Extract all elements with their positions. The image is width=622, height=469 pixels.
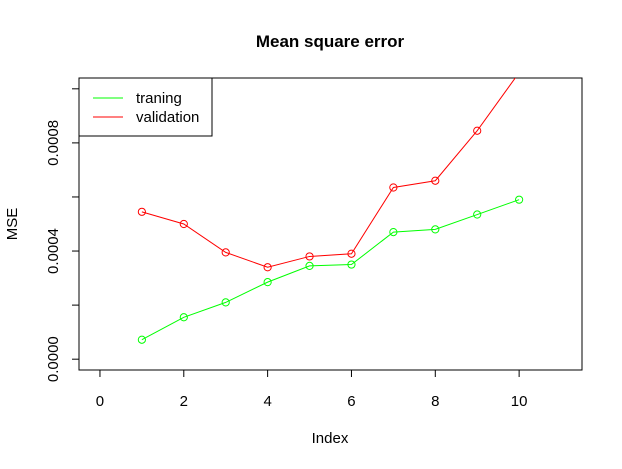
- series-traning: [137, 195, 524, 344]
- legend-label: validation: [136, 109, 199, 126]
- data-point: [263, 278, 272, 287]
- data-point: [473, 126, 482, 135]
- x-tick-label: 6: [347, 393, 355, 410]
- series-validation: [137, 69, 523, 272]
- data-point: [473, 210, 482, 219]
- y-tick-label: 0.0004: [45, 228, 62, 274]
- x-tick-label: 4: [263, 393, 271, 410]
- data-point: [221, 248, 230, 257]
- x-tick-label: 8: [431, 393, 439, 410]
- legend-label: traning: [136, 90, 182, 107]
- data-point: [305, 252, 314, 261]
- y-tick-label: 0.0000: [45, 336, 62, 382]
- data-point: [347, 249, 356, 258]
- data-point: [221, 298, 230, 307]
- series-line: [141, 78, 516, 268]
- legend-box: [78, 77, 213, 137]
- x-tick-label: 0: [96, 393, 104, 410]
- data-point: [137, 207, 146, 216]
- chart-title: Mean square error: [256, 32, 405, 51]
- legend: traning validation: [78, 77, 213, 137]
- series-line: [141, 199, 520, 341]
- data-point: [263, 263, 272, 272]
- data-point: [515, 195, 524, 204]
- data-point: [389, 228, 398, 237]
- y-tick-label: 0.0008: [45, 120, 62, 166]
- x-tick-label: 10: [511, 393, 528, 410]
- x-tick-label: 2: [180, 393, 188, 410]
- series-layer: [137, 69, 524, 344]
- x-axis: 0 2 4 6 8 10: [96, 369, 528, 410]
- x-axis-label: Index: [312, 430, 349, 447]
- data-point: [179, 219, 188, 229]
- data-point: [389, 183, 398, 192]
- data-point: [431, 176, 440, 185]
- y-axis: 0.0000 0.0004 0.0008: [45, 88, 80, 382]
- data-point: [137, 335, 146, 344]
- data-point: [347, 260, 356, 269]
- series-clip-group: [137, 69, 524, 344]
- data-point: [179, 313, 188, 322]
- data-point: [431, 225, 440, 234]
- y-axis-label: MSE: [4, 208, 21, 241]
- data-point: [305, 261, 314, 271]
- data-point: [516, 69, 523, 76]
